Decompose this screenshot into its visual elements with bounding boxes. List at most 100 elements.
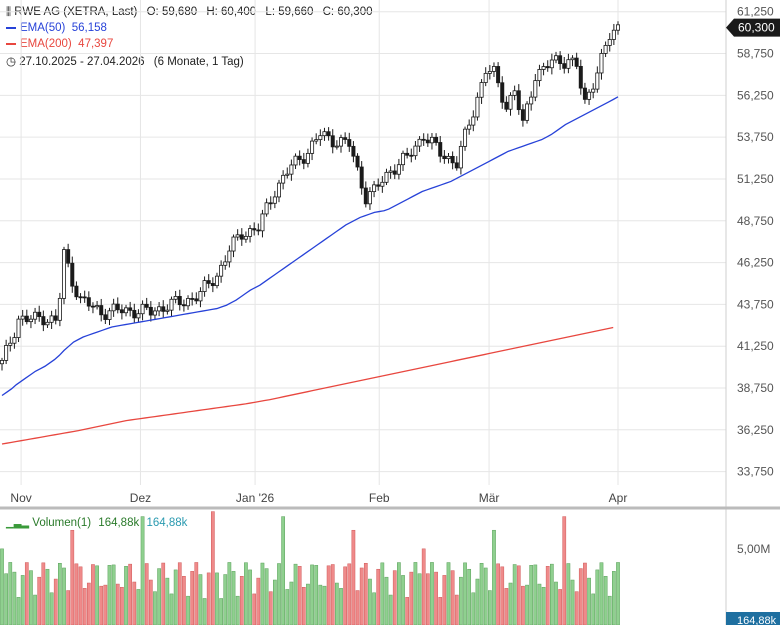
volume-bar — [53, 578, 58, 625]
candle-body — [310, 140, 315, 154]
volume-bar — [516, 565, 521, 625]
volume-bar — [223, 574, 228, 625]
ema50-label: EMA(50) — [20, 22, 66, 34]
volume-bar — [24, 562, 29, 625]
volume-bar — [504, 588, 509, 625]
volume-bar — [314, 565, 319, 625]
volume-bar — [372, 592, 376, 625]
candle-body — [281, 174, 286, 184]
volume-bar — [264, 568, 269, 625]
candle-body — [401, 152, 406, 166]
candle-body — [343, 137, 348, 140]
candle-body — [351, 145, 356, 157]
volume-bar — [310, 564, 314, 625]
ema50-swatch — [6, 26, 16, 29]
volume-bar — [140, 516, 145, 625]
volume-bar — [537, 583, 542, 625]
candle-body — [186, 298, 191, 307]
candle-body — [190, 298, 195, 300]
volume-bar — [153, 591, 157, 625]
last-price-badge — [726, 18, 780, 37]
candle-body — [301, 159, 306, 164]
ema50-value: 56,158 — [71, 22, 107, 34]
volume-bar — [347, 563, 352, 625]
y-tick-label: 56,250 — [737, 88, 774, 102]
candle-body — [463, 128, 468, 147]
volume-bar — [8, 562, 13, 625]
candle-body — [161, 306, 166, 312]
candle-body — [231, 236, 236, 252]
candle-body — [173, 296, 178, 300]
candle-body — [388, 170, 393, 173]
candle-body — [454, 162, 459, 169]
candle-body — [78, 296, 83, 299]
volume-bar — [177, 562, 182, 625]
volume-bar — [405, 597, 410, 625]
volume-bar — [368, 578, 372, 625]
candle-body — [239, 234, 244, 240]
volume-bar — [33, 594, 37, 625]
volume-bar — [260, 562, 265, 625]
legend-ema200[interactable]: EMA(200) 47,397 — [6, 38, 113, 50]
volume-bar — [351, 529, 356, 625]
candle-body — [446, 155, 451, 160]
volume-bar — [248, 569, 252, 625]
volume-bar — [450, 570, 455, 625]
y-tick-label: 51,250 — [737, 172, 774, 186]
volume-bar — [227, 562, 232, 625]
candle-body — [297, 155, 302, 160]
volume-bar — [421, 548, 426, 625]
volume-bar — [529, 565, 534, 625]
candle-body — [553, 55, 558, 61]
volume-bar — [66, 590, 70, 625]
volume-bar — [16, 597, 21, 625]
x-tick-label: Nov — [10, 491, 31, 505]
candle-body — [392, 170, 397, 175]
candle-body — [549, 59, 554, 69]
candle-body — [107, 310, 112, 320]
volume-bar — [37, 576, 42, 625]
volume-bar — [281, 516, 285, 625]
legend-volume: ▁▃▂ Volumen(1) 164,88k 164,88k — [6, 517, 187, 529]
volume-bar — [124, 566, 128, 625]
candle-body — [285, 173, 290, 176]
candle-body — [214, 275, 219, 287]
volume-bar — [210, 511, 215, 625]
candle-body — [24, 315, 29, 323]
candle-body — [504, 101, 509, 110]
range-dates: 27.10.2025 - 27.04.2026 — [19, 56, 145, 68]
volume-bar — [459, 576, 463, 625]
candle-body — [28, 318, 33, 323]
candle-body — [169, 298, 174, 311]
candle-body — [260, 213, 265, 232]
volume-bar — [425, 573, 430, 625]
volume-bar — [438, 597, 443, 625]
legend-ema50[interactable]: EMA(50) 56,158 — [6, 22, 107, 34]
volume-bar — [231, 571, 236, 625]
candle-body — [508, 94, 513, 110]
volume-bar — [107, 565, 112, 625]
y-tick-label: 33,750 — [737, 465, 774, 479]
volume-last-label: 164,88k — [737, 615, 777, 625]
candle-body — [115, 303, 120, 311]
candle-body — [0, 360, 4, 365]
candle-body — [103, 314, 108, 320]
candle-body — [396, 164, 401, 175]
volume-bar — [95, 565, 99, 625]
volume-y-tick: 5,00M — [737, 542, 770, 556]
candle-body — [268, 202, 273, 205]
volume-bar — [206, 572, 211, 625]
volume-bar — [144, 563, 149, 625]
volume-bar — [359, 567, 364, 625]
volume-bar — [339, 588, 343, 625]
volume-bar — [554, 581, 558, 625]
ema200-value: 47,397 — [78, 38, 114, 50]
volume-bar — [454, 594, 459, 625]
candle-body — [578, 65, 583, 89]
candle-body — [616, 24, 621, 31]
volume-bar — [12, 571, 17, 625]
candle-body — [467, 124, 472, 130]
volume-bar — [525, 584, 529, 625]
candle-body — [421, 138, 426, 141]
